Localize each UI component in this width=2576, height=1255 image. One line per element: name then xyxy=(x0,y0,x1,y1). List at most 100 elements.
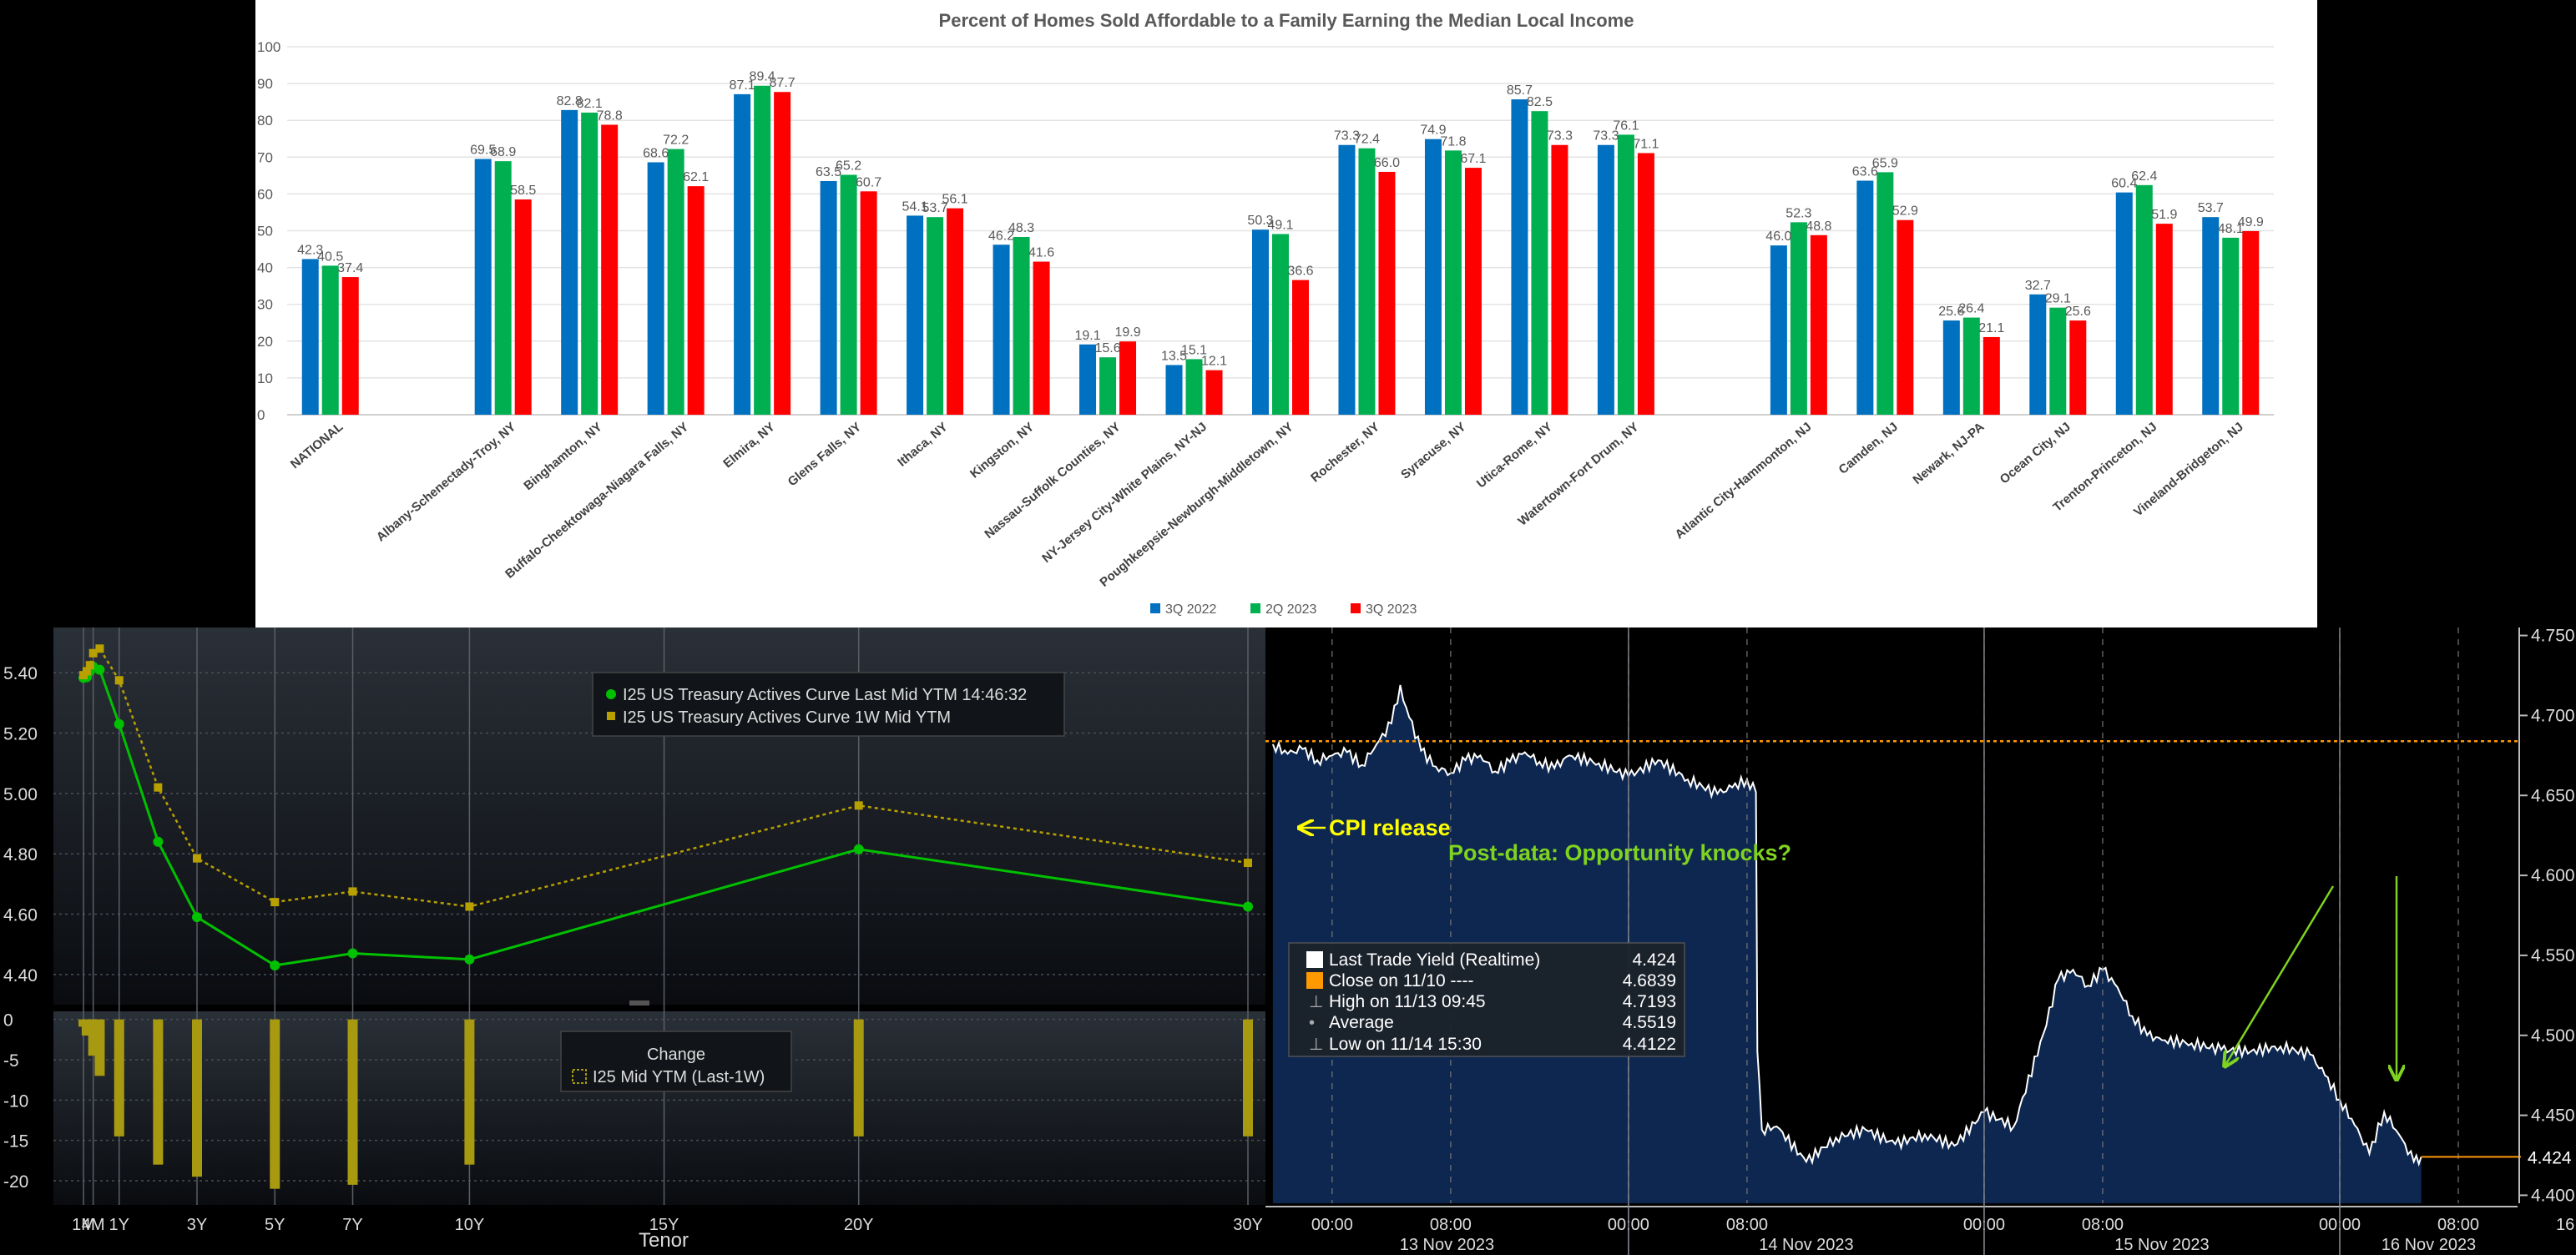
yield-curve-chart: 4.40 4.60 4.80 5.00 5.20 5.40 0 -5 -10 -15 -20 1M4… xyxy=(3,628,1265,1252)
y-tick-label: 0 xyxy=(3,1011,13,1031)
legend-value: 4.6839 xyxy=(1623,971,1676,990)
data-label: 65.2 xyxy=(836,159,861,173)
series-point xyxy=(94,664,105,675)
bar xyxy=(1033,261,1050,415)
bar xyxy=(1464,168,1482,416)
y-tick-label: 4.40 xyxy=(3,966,38,985)
series-point xyxy=(154,783,163,792)
bar xyxy=(1770,245,1787,415)
bar xyxy=(514,199,532,415)
y-tick-label: -5 xyxy=(3,1051,19,1071)
category-label: NY-Jersey City-White Plains, NY-NJ xyxy=(1039,420,1210,566)
bar xyxy=(687,186,705,415)
y-tick-label: 20 xyxy=(257,334,273,350)
y-tick-label: 60 xyxy=(257,186,273,202)
series-point xyxy=(114,676,124,685)
data-label: 49.1 xyxy=(1267,218,1293,232)
bar xyxy=(1165,365,1183,415)
x-tick-label: 10Y xyxy=(455,1216,485,1234)
bar xyxy=(2115,192,2133,416)
y-tick-label: 80 xyxy=(257,113,273,129)
data-label: 63.5 xyxy=(816,165,841,179)
bar xyxy=(2242,230,2260,415)
bar xyxy=(1378,171,1396,415)
category-label: Nassau-Suffolk Counties, NY xyxy=(982,420,1123,542)
legend-marker xyxy=(607,712,615,720)
category-label: Atlantic City-Hammonton, NJ xyxy=(1673,420,1815,542)
legend-marker xyxy=(572,1069,587,1084)
series-point xyxy=(854,801,863,810)
bar xyxy=(474,159,492,415)
legend-value: 4.4122 xyxy=(1623,1035,1676,1054)
data-label: 15.1 xyxy=(1181,343,1207,357)
bar xyxy=(1597,144,1614,415)
bar xyxy=(1856,180,1874,416)
bar xyxy=(1983,336,2000,415)
data-label: 82.1 xyxy=(577,97,603,111)
series-point xyxy=(114,718,124,729)
data-label: 46.2 xyxy=(988,229,1014,243)
x-tick-label: 7Y xyxy=(342,1216,362,1234)
bar xyxy=(1252,229,1269,415)
date-label: 16 Nov 2023 xyxy=(2382,1236,2476,1254)
bar xyxy=(1292,280,1309,415)
x-axis-band xyxy=(1265,1203,2518,1255)
data-label: 60.4 xyxy=(2111,177,2137,191)
data-label: 87.7 xyxy=(770,76,796,90)
series-point xyxy=(193,854,202,863)
data-label: 72.2 xyxy=(663,134,689,148)
y-tick-label: 40 xyxy=(257,260,273,276)
data-label: 85.7 xyxy=(1507,83,1533,98)
data-label: 54.1 xyxy=(902,199,928,214)
x-tick-label: 08:00 xyxy=(1726,1216,1768,1234)
data-label: 74.9 xyxy=(1420,123,1446,138)
splitter-handle[interactable] xyxy=(629,1000,649,1006)
bar xyxy=(734,93,751,415)
data-label: 26.4 xyxy=(1958,302,1984,316)
data-label: 89.4 xyxy=(750,70,775,84)
legend-swatch xyxy=(1306,951,1323,968)
y-tick-label: 90 xyxy=(257,76,273,92)
affordability-chart-panel: Percent of Homes Sold Affordable to a Fa… xyxy=(255,0,2317,628)
data-label: 21.1 xyxy=(1978,321,2004,335)
series-point xyxy=(853,844,864,854)
legend-label: Close on 11/10 ---- xyxy=(1329,971,1474,990)
bar xyxy=(1338,144,1356,415)
x-tick-label: 00:00 xyxy=(1311,1216,1353,1234)
legend-value: 4.7193 xyxy=(1623,992,1676,1011)
10y-intraday-panel: 4.400 4.450 4.500 4.550 4.600 4.650 4.700 4.750… xyxy=(1265,628,2576,1255)
y-tick-label: 5.20 xyxy=(3,725,38,744)
data-label: 48.1 xyxy=(2218,222,2244,236)
legend-label: 3Q 2023 xyxy=(1366,602,1417,617)
y-tick-label: 70 xyxy=(257,149,273,165)
y-tick-label: 4.60 xyxy=(3,906,38,925)
data-label: 62.1 xyxy=(683,170,709,184)
bar xyxy=(2029,294,2047,415)
legend-label: Low on 11/14 15:30 xyxy=(1329,1035,1482,1054)
data-label: 71.1 xyxy=(1633,137,1659,151)
data-label: 19.1 xyxy=(1074,329,1100,343)
bar xyxy=(1358,148,1376,415)
data-label: 46.0 xyxy=(1765,229,1791,244)
bar xyxy=(820,180,837,415)
category-label: Buffalo-Cheektowaga-Niagara Falls, NY xyxy=(503,420,691,582)
bar xyxy=(860,191,877,416)
category-label: Camden, NJ xyxy=(1836,420,1901,477)
bar xyxy=(1185,359,1203,415)
bar xyxy=(341,277,359,415)
data-label: 65.9 xyxy=(1872,156,1898,170)
category-label: Glens Falls, NY xyxy=(785,420,865,489)
data-label: 72.4 xyxy=(1354,133,1380,147)
legend-label: I25 US Treasury Actives Curve Last Mid Y… xyxy=(623,686,1027,704)
change-bar xyxy=(153,1019,164,1165)
series-point xyxy=(88,648,98,658)
data-label: 51.9 xyxy=(2151,208,2177,222)
data-label: 48.3 xyxy=(1008,221,1034,235)
y-tick-label: 10 xyxy=(257,370,273,386)
change-bar xyxy=(270,1019,280,1189)
legend-swatch xyxy=(1150,603,1160,613)
legend-label: I25 US Treasury Actives Curve 1W Mid YTM xyxy=(623,708,951,727)
legend-label: 2Q 2023 xyxy=(1265,602,1316,617)
data-label: 32.7 xyxy=(2025,279,2051,293)
x-tick-label: 16:00 xyxy=(2556,1216,2576,1234)
